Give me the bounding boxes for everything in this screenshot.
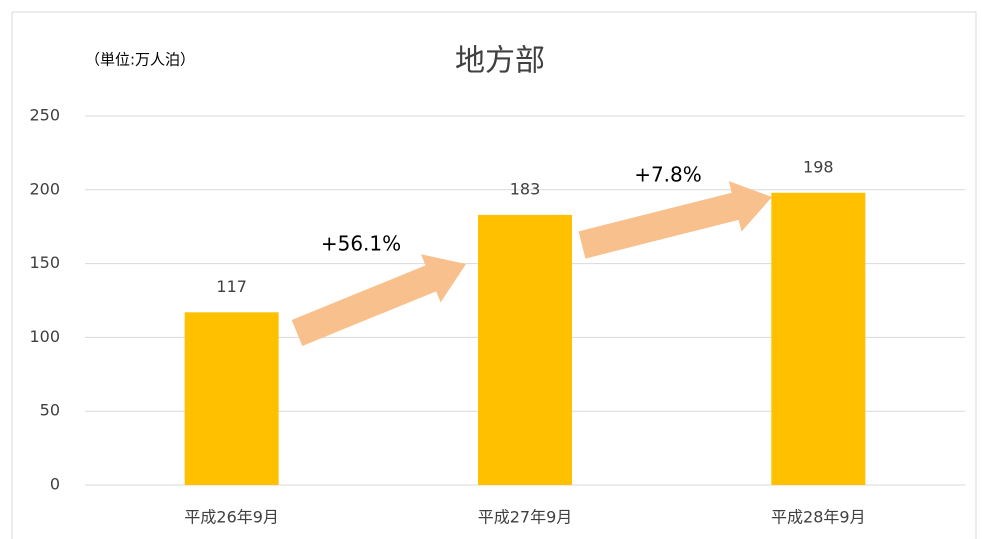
x-tick-label: 平成27年9月 xyxy=(478,508,573,527)
value-label: 198 xyxy=(803,157,834,176)
bar xyxy=(184,312,279,485)
y-tick-label: 50 xyxy=(40,401,60,420)
value-label: 183 xyxy=(510,179,541,198)
growth-label: +7.8% xyxy=(634,163,702,187)
bar xyxy=(478,214,572,485)
x-tick-label: 平成28年9月 xyxy=(771,508,866,527)
y-tick-label: 0 xyxy=(50,475,60,494)
y-tick-label: 250 xyxy=(29,106,60,125)
y-tick-label: 200 xyxy=(29,179,60,198)
growth-label: +56.1% xyxy=(321,232,401,256)
value-label: 117 xyxy=(216,277,247,296)
x-tick-label: 平成26年9月 xyxy=(184,508,279,527)
bar xyxy=(771,192,866,485)
growth-arrow xyxy=(578,181,772,259)
y-tick-label: 150 xyxy=(29,253,60,272)
unit-label: （単位:万人泊） xyxy=(85,51,195,69)
growth-arrow xyxy=(291,254,466,346)
y-tick-label: 100 xyxy=(29,327,60,346)
chart-title: 地方部 xyxy=(455,44,545,79)
